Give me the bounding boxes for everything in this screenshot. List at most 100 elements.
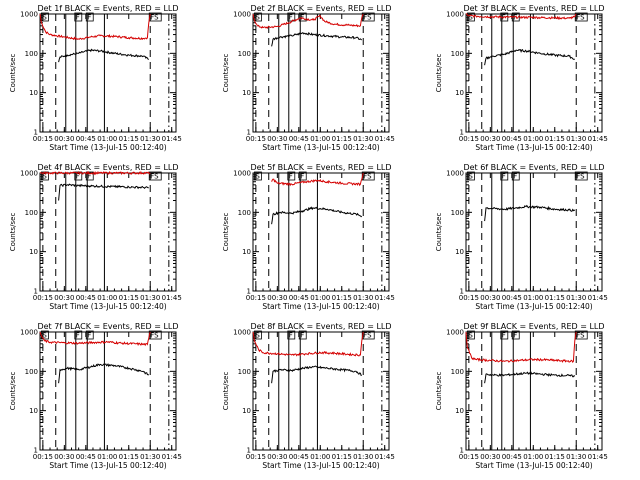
y-axis-title: Counts/sec [435,213,443,252]
event-marker-box [85,330,94,340]
x-tick-label: 01:00 [310,453,330,461]
x-tick-label: 00:45 [502,294,522,302]
x-tick-label: 00:45 [502,135,522,143]
event-marker-box [500,171,509,181]
x-tick-label: 01:45 [162,135,182,143]
event-marker-box [574,171,588,181]
events-series-line [484,48,575,66]
x-tick-label: 00:15 [33,453,53,461]
event-marker-label: FS [150,14,159,22]
x-tick-label: 00:30 [54,294,74,302]
event-marker-label: FS [150,332,159,340]
y-axis-title: Counts/sec [222,54,230,93]
x-tick-label: 01:00 [523,135,543,143]
events-series-line [484,371,576,384]
events-series-line [271,31,363,47]
x-axis-title: Start Time (13-Jul-15 00:12:40) [262,143,379,152]
event-marker-label: FS [363,173,372,181]
event-marker-label: S [42,332,47,340]
x-axis-title: Start Time (13-Jul-15 00:12:40) [475,302,592,311]
y-tick-label: 1 [460,129,464,137]
y-tick-label: 10 [29,248,38,256]
event-marker-box [287,12,296,22]
x-tick-label: 00:15 [246,294,266,302]
x-tick-label: 01:00 [310,294,330,302]
panel-title: Det 8f BLACK = Events, RED = LLD [250,322,391,331]
panel-title: Det 9f BLACK = Events, RED = LLD [463,322,604,331]
event-marker-label: F [87,332,91,340]
y-tick-label: 1 [34,129,38,137]
plot-frame [252,172,390,292]
y-tick-label: 1000 [446,329,464,337]
plot-frame [465,172,603,292]
y-tick-label: 1000 [233,11,251,19]
x-tick-label: 01:45 [375,453,395,461]
x-tick-label: 01:00 [523,294,543,302]
panel-det-4: Det 4f BLACK = Events, RED = LLD 1 10 100 10… [9,163,182,311]
lld-series-line [39,170,151,176]
panel-det-6: Det 6f BLACK = Events, RED = LLD 1 10 100 10… [435,163,608,311]
x-tick-label: 01:30 [566,453,586,461]
event-marker-box [254,330,262,340]
x-tick-label: 01:45 [588,453,608,461]
event-marker-box [254,171,262,181]
plot-frame [39,331,177,451]
event-marker-box [74,12,83,22]
event-marker-label: S [468,332,473,340]
lld-series-line [252,13,364,30]
event-marker-box [511,330,520,340]
y-tick-label: 1 [460,447,464,455]
x-tick-label: 01:45 [162,294,182,302]
panel-det-9: Det 9f BLACK = Events, RED = LLD 1 10 100 10… [435,322,608,470]
event-marker-box [298,330,307,340]
y-tick-label: 100 [451,50,464,58]
panel-title: Det 3f BLACK = Events, RED = LLD [463,4,604,13]
y-axis-title: Counts/sec [9,54,17,93]
y-axis-title: Counts/sec [435,372,443,411]
y-tick-label: 1000 [20,329,38,337]
panel-title: Det 5f BLACK = Events, RED = LLD [250,163,391,172]
events-series-line [484,204,576,222]
y-tick-label: 1000 [233,170,251,178]
lld-series-line [39,13,151,41]
x-tick-label: 00:15 [246,135,266,143]
event-marker-box [254,12,262,22]
lld-series-line [39,331,151,347]
x-tick-label: 00:45 [76,453,96,461]
x-tick-label: 01:15 [332,294,352,302]
panel-title: Det 2f BLACK = Events, RED = LLD [250,4,391,13]
event-marker-label: S [255,173,260,181]
event-marker-box [361,330,375,340]
y-axis-title: Counts/sec [9,372,17,411]
y-tick-label: 100 [25,50,38,58]
plot-frame [39,172,177,292]
x-tick-label: 00:45 [76,294,96,302]
x-tick-label: 01:15 [119,135,139,143]
event-marker-label: F [300,173,304,181]
event-marker-box [287,330,296,340]
event-marker-box [85,171,94,181]
x-tick-label: 01:45 [375,294,395,302]
y-axis-title: Counts/sec [222,213,230,252]
event-marker-label: S [468,173,473,181]
x-axis-title: Start Time (13-Jul-15 00:12:40) [475,461,592,470]
event-marker-box [511,171,520,181]
x-tick-label: 00:30 [267,135,287,143]
events-series-line [58,183,149,201]
event-marker-label: FS [576,332,585,340]
x-tick-label: 01:00 [523,453,543,461]
event-marker-label: FS [576,173,585,181]
event-marker-label: F [289,173,293,181]
x-axis-title: Start Time (13-Jul-15 00:12:40) [262,461,379,470]
event-marker-label: FS [363,332,372,340]
x-tick-label: 00:30 [480,135,500,143]
panel-title: Det 4f BLACK = Events, RED = LLD [37,163,178,172]
x-tick-label: 01:45 [588,294,608,302]
event-marker-label: FS [363,14,372,22]
panel-title: Det 7f BLACK = Events, RED = LLD [37,322,178,331]
event-marker-label: S [42,173,47,181]
y-tick-label: 100 [238,209,251,217]
lld-series-line [271,172,364,187]
x-tick-label: 01:15 [545,294,565,302]
event-marker-label: F [513,332,517,340]
